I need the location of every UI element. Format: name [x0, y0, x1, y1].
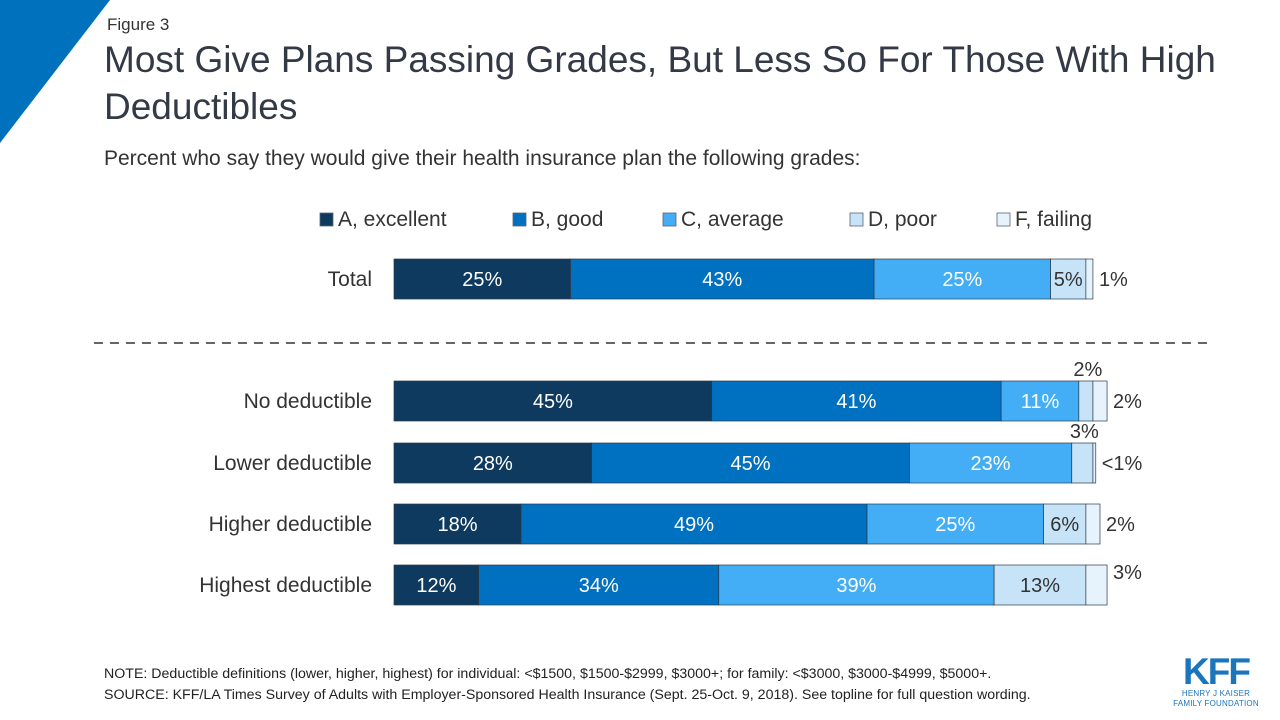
bar-segment [393, 258, 571, 300]
chart-subtitle: Percent who say they would give their he… [104, 147, 861, 170]
bar-segment [393, 503, 522, 545]
bar-segment [393, 564, 480, 606]
bar-segment [1092, 442, 1097, 484]
legend-label: B, good [531, 208, 603, 231]
category-label: Total [328, 268, 372, 291]
data-label: 39% [836, 575, 876, 597]
bar-segment [866, 503, 1044, 545]
bar-segment [993, 564, 1087, 606]
data-label: 2% [1106, 514, 1135, 536]
category-label: No deductible [244, 390, 372, 413]
data-label: 11% [1021, 391, 1060, 413]
bar-segment [393, 380, 713, 422]
legend-swatch [512, 212, 527, 227]
data-label: 49% [674, 514, 714, 536]
bar-segment [1050, 258, 1087, 300]
bar-segment [1085, 503, 1101, 545]
data-label: 13% [1020, 575, 1060, 597]
data-label: 6% [1050, 514, 1079, 536]
data-label: 41% [836, 391, 876, 413]
data-label: 25% [935, 514, 975, 536]
bar-segment [1078, 380, 1094, 422]
category-label: Higher deductible [209, 513, 372, 536]
stacked-bar-chart: A, excellent B, good C, average D, poor F, f… [94, 208, 1210, 606]
bar-segment [909, 442, 1073, 484]
figure-label: Figure 3 [107, 15, 170, 34]
bar-segment [711, 380, 1002, 422]
legend-label: C, average [681, 208, 784, 231]
bar-segment [520, 503, 868, 545]
data-label: 43% [702, 269, 742, 291]
data-label: 25% [462, 269, 502, 291]
category-label: Highest deductible [199, 574, 372, 597]
data-label: 2% [1113, 391, 1142, 413]
kff-logo: KFF HENRY J KAISER FAMILY FOUNDATION [1170, 651, 1262, 709]
bar-segment [1085, 564, 1108, 606]
bar-segment [478, 564, 720, 606]
data-label: 12% [416, 575, 456, 597]
bar-segment [570, 258, 875, 300]
legend-label: A, excellent [338, 208, 447, 231]
legend-swatch [319, 212, 334, 227]
data-label: 18% [438, 514, 478, 536]
data-label: 25% [942, 269, 982, 291]
data-label: 3% [1070, 421, 1099, 443]
data-label: 45% [533, 391, 573, 413]
footer: NOTE: Deductible definitions (lower, hig… [104, 664, 1031, 706]
legend-swatch [662, 212, 677, 227]
data-label: <1% [1102, 453, 1143, 475]
data-label: 34% [579, 575, 619, 597]
bar-segment [1000, 380, 1080, 422]
footer-source: SOURCE: KFF/LA Times Survey of Adults wi… [104, 687, 1031, 703]
category-label: Lower deductible [213, 452, 372, 475]
logo-line-2: FAMILY FOUNDATION [1173, 699, 1259, 708]
bar-segment [718, 564, 995, 606]
bar-segment [393, 442, 593, 484]
bar-segment [591, 442, 910, 484]
data-label: 5% [1054, 269, 1083, 291]
logo-mark: KFF [1183, 651, 1251, 692]
corner-accent-shape [0, 0, 110, 143]
legend-label: D, poor [868, 208, 937, 231]
data-label: 23% [971, 453, 1011, 475]
logo-line-1: HENRY J KAISER [1181, 689, 1251, 698]
chart-title: Most Give Plans Passing Grades, But Less… [104, 39, 1216, 127]
legend-label: F, failing [1015, 208, 1092, 231]
data-label: 2% [1073, 359, 1102, 381]
legend-swatch [996, 212, 1011, 227]
bar-segment [1085, 258, 1094, 300]
bar-segment [1071, 442, 1094, 484]
legend-swatch [849, 212, 864, 227]
data-label: 45% [731, 453, 771, 475]
bar-segment [1092, 380, 1108, 422]
data-label: 1% [1099, 269, 1128, 291]
data-label: 3% [1113, 562, 1142, 584]
footer-note: NOTE: Deductible definitions (lower, hig… [104, 666, 992, 682]
data-label: 28% [473, 453, 513, 475]
